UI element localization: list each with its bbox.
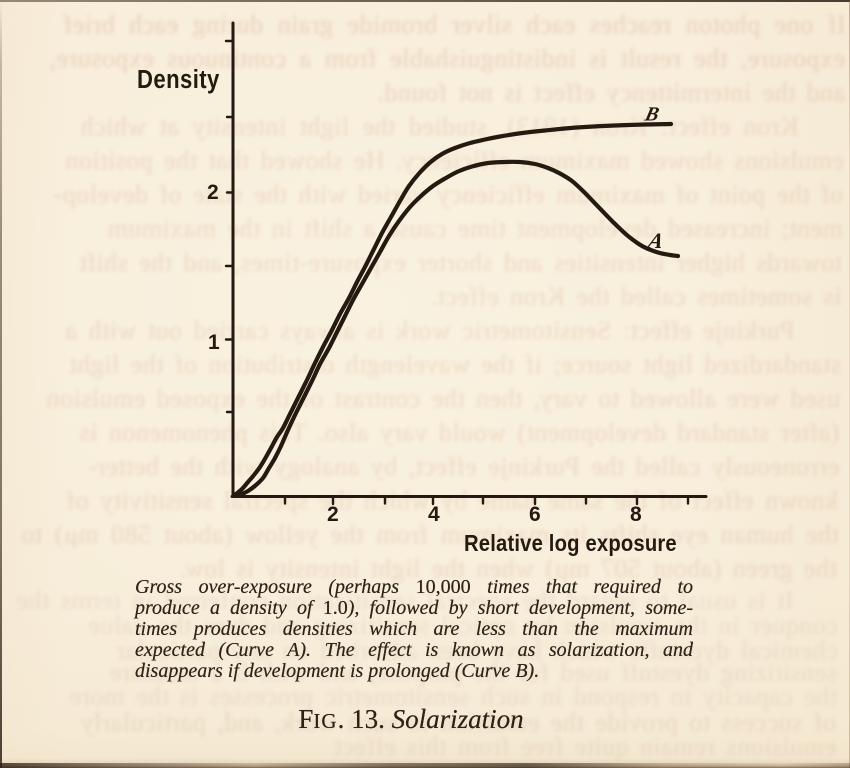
svg-text:4: 4 — [428, 503, 440, 526]
svg-text:2: 2 — [207, 181, 219, 204]
svg-text:Density: Density — [137, 65, 220, 94]
svg-text:6: 6 — [529, 503, 541, 526]
svg-text:B: B — [642, 104, 661, 126]
svg-text:1: 1 — [208, 331, 220, 354]
svg-text:A: A — [644, 228, 666, 253]
svg-text:Relative log exposure: Relative log exposure — [464, 530, 677, 557]
svg-text:8: 8 — [630, 503, 642, 526]
svg-text:2: 2 — [327, 503, 339, 526]
